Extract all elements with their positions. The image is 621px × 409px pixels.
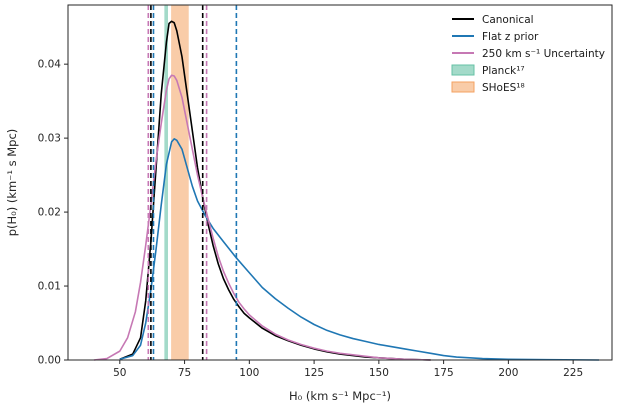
x-tick-label: 200 xyxy=(498,367,518,379)
y-tick-label: 0.01 xyxy=(38,281,61,293)
legend-swatch-planck xyxy=(451,64,475,76)
x-tick-label: 75 xyxy=(178,367,191,379)
legend: Canonical Flat z prior 250 km s⁻¹ Uncertai… xyxy=(451,14,605,94)
x-axis: 50 75 100 125 150 175 200 225 xyxy=(113,360,583,379)
legend-label-flat-z-prior: Flat z prior xyxy=(482,31,539,43)
legend-label-shoes: SHoES¹⁸ xyxy=(482,82,525,94)
series-line-250-km-s-uncertainty xyxy=(93,74,431,361)
plot-frame xyxy=(67,4,613,361)
series-layer xyxy=(93,20,600,361)
x-tick-label: 50 xyxy=(113,367,126,379)
legend-label-250-km-s-uncertainty: 250 km s⁻¹ Uncertainty xyxy=(482,48,605,60)
y-axis-label: p(H₀) (km⁻¹ s Mpc) xyxy=(5,129,19,237)
series-line-flat-z-prior xyxy=(119,138,600,361)
bands-layer xyxy=(164,5,189,360)
x-tick-label: 100 xyxy=(239,367,259,379)
legend-label-canonical: Canonical xyxy=(482,14,534,26)
x-tick-label: 150 xyxy=(369,367,389,379)
legend-label-planck: Planck¹⁷ xyxy=(482,65,525,77)
x-axis-label: H₀ (km s⁻¹ Mpc⁻¹) xyxy=(289,389,391,403)
y-tick-label: 0.04 xyxy=(38,59,62,71)
y-tick-label: 0.02 xyxy=(38,207,61,219)
x-tick-label: 225 xyxy=(563,367,583,379)
credible-interval-lines xyxy=(147,5,238,360)
y-axis: 0.00 0.01 0.02 0.03 0.04 xyxy=(38,59,68,367)
band-shoes xyxy=(171,5,189,360)
legend-swatch-shoes xyxy=(451,81,475,93)
x-tick-label: 125 xyxy=(304,367,324,379)
band-planck xyxy=(164,5,168,360)
y-tick-label: 0.03 xyxy=(38,133,61,145)
x-tick-label: 175 xyxy=(434,367,454,379)
y-tick-label: 0.00 xyxy=(38,355,61,367)
